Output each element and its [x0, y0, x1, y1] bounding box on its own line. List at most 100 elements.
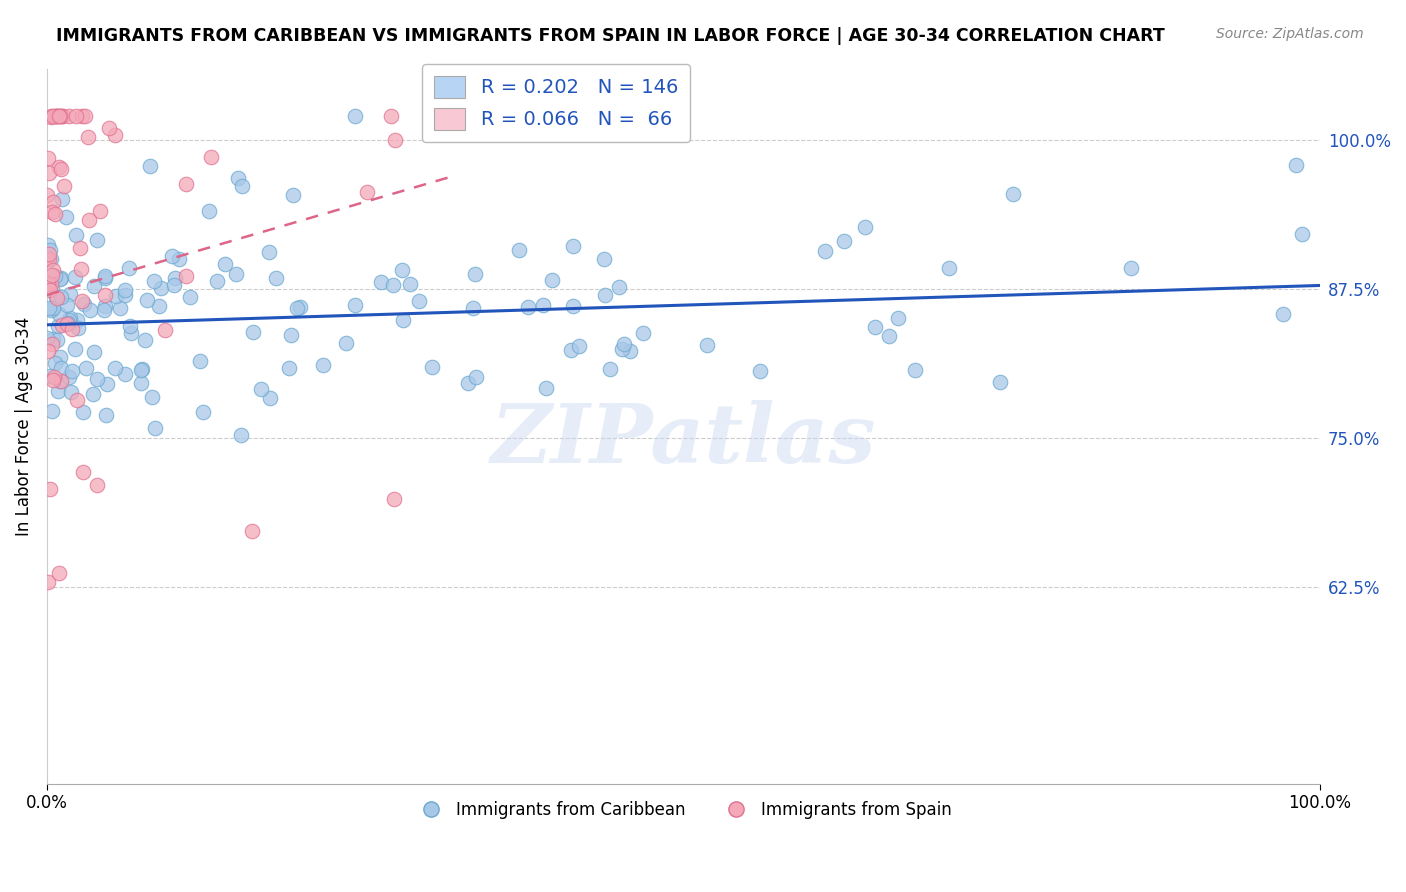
Point	[35, 188, 58, 202]
Point	[207, 274, 229, 288]
Point	[229, 427, 252, 442]
Y-axis label: In Labor Force | Age 30-34: In Labor Force | Age 30-34	[15, 317, 32, 536]
Point	[96, 376, 118, 391]
Point	[41, 337, 63, 351]
Point	[37, 574, 59, 589]
Point	[508, 243, 530, 257]
Point	[129, 376, 152, 391]
Point	[179, 290, 201, 304]
Text: Source: ZipAtlas.com: Source: ZipAtlas.com	[1216, 27, 1364, 41]
Point	[41, 109, 63, 123]
Point	[370, 276, 392, 290]
Point	[560, 343, 582, 357]
Point	[86, 477, 108, 491]
Point	[225, 267, 247, 281]
Point	[38, 252, 60, 267]
Point	[1119, 261, 1142, 276]
Point	[49, 109, 72, 123]
Point	[75, 361, 97, 376]
Point	[105, 288, 128, 302]
Point	[242, 524, 264, 539]
Point	[49, 360, 72, 375]
Point	[49, 350, 72, 364]
Point	[44, 207, 66, 221]
Point	[162, 249, 184, 263]
Point	[176, 177, 198, 191]
Point	[356, 185, 378, 199]
Point	[104, 128, 127, 142]
Point	[863, 320, 886, 334]
Point	[1285, 158, 1308, 172]
Point	[66, 313, 89, 327]
Point	[42, 370, 65, 384]
Point	[37, 344, 59, 359]
Point	[94, 288, 117, 302]
Point	[228, 170, 250, 185]
Point	[93, 303, 115, 318]
Point	[38, 246, 60, 260]
Point	[37, 277, 59, 291]
Point	[174, 269, 197, 284]
Point	[39, 483, 62, 497]
Point	[41, 404, 63, 418]
Point	[41, 268, 63, 282]
Text: IMMIGRANTS FROM CARIBBEAN VS IMMIGRANTS FROM SPAIN IN LABOR FORCE | AGE 30-34 CO: IMMIGRANTS FROM CARIBBEAN VS IMMIGRANTS …	[56, 27, 1166, 45]
Point	[143, 274, 166, 288]
Point	[94, 299, 117, 313]
Point	[46, 384, 69, 399]
Point	[592, 252, 614, 266]
Point	[38, 165, 60, 179]
Point	[114, 288, 136, 302]
Point	[70, 109, 93, 123]
Point	[48, 566, 70, 580]
Point	[59, 287, 82, 301]
Point	[613, 337, 636, 351]
Point	[391, 263, 413, 277]
Point	[37, 151, 59, 165]
Point	[46, 291, 69, 305]
Point	[191, 405, 214, 419]
Point	[257, 244, 280, 259]
Point	[464, 268, 486, 282]
Point	[52, 109, 75, 123]
Point	[887, 310, 910, 325]
Point	[384, 133, 406, 147]
Point	[51, 109, 73, 123]
Point	[149, 281, 172, 295]
Point	[56, 317, 79, 331]
Point	[94, 268, 117, 283]
Point	[814, 244, 837, 259]
Point	[77, 130, 100, 145]
Point	[39, 243, 62, 257]
Point	[58, 369, 80, 384]
Point	[155, 323, 177, 337]
Point	[83, 278, 105, 293]
Point	[131, 361, 153, 376]
Point	[877, 329, 900, 343]
Point	[39, 111, 62, 125]
Point	[607, 279, 630, 293]
Point	[39, 302, 62, 317]
Point	[148, 298, 170, 312]
Point	[44, 356, 66, 370]
Point	[83, 345, 105, 359]
Point	[619, 343, 641, 358]
Point	[73, 109, 96, 123]
Text: ZIPatlas: ZIPatlas	[491, 401, 876, 481]
Point	[73, 297, 96, 311]
Point	[593, 288, 616, 302]
Point	[86, 372, 108, 386]
Point	[42, 262, 65, 277]
Point	[65, 109, 87, 123]
Point	[48, 109, 70, 123]
Point	[41, 277, 63, 291]
Point	[335, 336, 357, 351]
Point	[63, 269, 86, 284]
Point	[55, 317, 77, 331]
Point	[86, 233, 108, 247]
Point	[380, 109, 402, 123]
Point	[1272, 307, 1295, 321]
Point	[457, 376, 479, 390]
Point	[242, 325, 264, 339]
Point	[38, 283, 60, 297]
